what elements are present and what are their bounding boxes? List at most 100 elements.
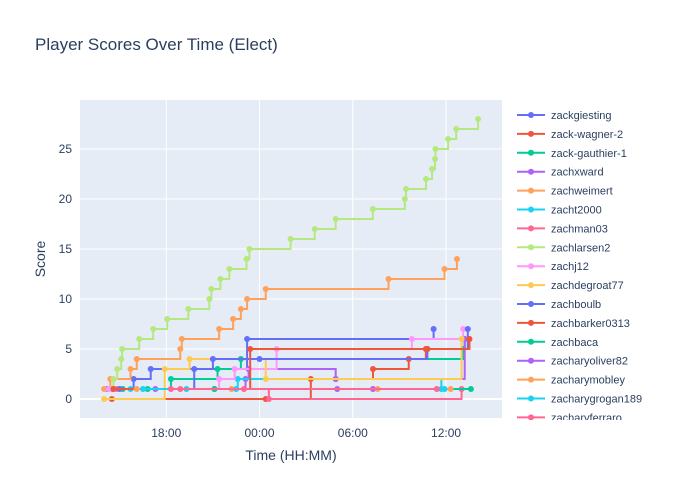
legend-item-zacht2000[interactable]: zacht2000 — [517, 205, 602, 217]
legend-marker-icon — [528, 376, 534, 383]
legend-item-zachxward[interactable]: zachxward — [517, 167, 604, 179]
data-point — [208, 286, 215, 292]
chart-title: Player Scores Over Time (Elect) — [35, 35, 278, 54]
data-point — [432, 146, 439, 152]
data-point — [445, 136, 452, 142]
legend-item-zachweimert[interactable]: zachweimert — [517, 186, 613, 198]
data-point — [402, 186, 409, 192]
legend-item-zack-wagner-2[interactable]: zack-wagner-2 — [517, 129, 623, 141]
legend-label: zachlarsen2 — [551, 242, 610, 254]
data-point — [186, 356, 193, 362]
legend-marker-icon — [528, 206, 534, 213]
data-point — [441, 266, 448, 272]
legend-item-zacharyferraro[interactable]: zacharyferraro — [517, 412, 622, 424]
y-tick-label: 15 — [59, 242, 73, 256]
legend-label: zachman03 — [551, 223, 608, 235]
data-point — [231, 366, 238, 372]
legend-label: zack-wagner-2 — [551, 129, 623, 141]
legend-item-zachj12[interactable]: zachj12 — [517, 261, 589, 273]
data-point — [447, 386, 454, 392]
legend-label: zack-gauthier-1 — [551, 148, 627, 160]
data-point — [369, 366, 376, 372]
data-point — [464, 326, 471, 332]
legend-marker-icon — [528, 112, 534, 118]
legend-marker-icon — [528, 395, 534, 402]
data-point — [217, 276, 224, 282]
data-point — [429, 166, 436, 172]
data-point — [246, 246, 253, 252]
y-tick-label: 10 — [59, 292, 73, 306]
data-point — [453, 256, 460, 262]
legend-item-zacharygrogan189[interactable]: zacharygrogan189 — [517, 394, 642, 406]
x-axis-label: Time (HH:MM) — [245, 447, 336, 463]
y-axis-label: Score — [32, 241, 48, 278]
data-point — [185, 306, 192, 312]
legend-item-zacharyoliver82[interactable]: zacharyoliver82 — [517, 356, 628, 368]
data-point — [458, 336, 465, 342]
data-point — [127, 366, 134, 372]
data-point — [136, 336, 143, 342]
series-group — [101, 116, 482, 402]
data-point — [430, 326, 437, 332]
y-tick-label: 20 — [59, 192, 73, 206]
legend-item-zachboulb[interactable]: zachboulb — [517, 299, 601, 311]
legend-label: zacharygrogan189 — [551, 394, 642, 406]
legend-label: zachboulb — [551, 299, 601, 311]
legend-item-zack-gauthier-1[interactable]: zack-gauthier-1 — [517, 148, 627, 160]
legend-item-zachman03[interactable]: zachman03 — [517, 223, 608, 235]
legend-label: zachxward — [551, 167, 604, 179]
data-point — [167, 386, 174, 392]
legend-marker-icon — [528, 282, 534, 289]
legend-marker-icon — [528, 338, 534, 345]
y-tick-label: 5 — [65, 342, 72, 356]
data-point — [226, 266, 233, 272]
data-point — [230, 316, 237, 322]
y-tick-label: 25 — [59, 142, 73, 156]
data-point — [441, 386, 448, 392]
legend-item-zachbaca[interactable]: zachbaca — [517, 337, 599, 349]
plot-area — [80, 100, 502, 418]
data-point — [237, 306, 244, 312]
data-point — [209, 356, 216, 362]
data-point — [164, 316, 171, 322]
data-point — [119, 346, 126, 352]
series-zachweimert — [101, 256, 460, 392]
data-point — [453, 126, 460, 132]
data-point — [130, 376, 137, 382]
legend-marker-icon — [528, 301, 534, 307]
x-tick-label: 00:00 — [245, 426, 275, 440]
series-zacharyferraro — [167, 386, 440, 392]
data-point — [466, 336, 473, 342]
data-point — [216, 326, 223, 332]
legend-item-zackgiesting[interactable]: zackgiesting — [517, 110, 612, 122]
data-point — [332, 216, 339, 222]
legend-item-zacharymobley[interactable]: zacharymobley — [517, 375, 625, 387]
legend[interactable]: zackgiesting zack-wagner-2 zack-gauthier-1… — [517, 110, 642, 424]
legend-item-zachlarsen2[interactable]: zachlarsen2 — [517, 242, 610, 254]
data-point — [401, 196, 408, 202]
data-point — [147, 366, 154, 372]
legend-label: zacharymobley — [551, 375, 625, 387]
legend-item-zachbarker0313[interactable]: zachbarker0313 — [517, 318, 630, 330]
data-point — [422, 176, 429, 182]
data-point — [101, 396, 108, 402]
legend-label: zachbaca — [551, 337, 599, 349]
series-zachj12 — [105, 326, 467, 392]
legend-marker-icon — [528, 149, 534, 156]
data-point — [369, 206, 376, 212]
legend-item-zachdegroat77[interactable]: zachdegroat77 — [517, 280, 624, 292]
legend-label: zacharyferraro — [551, 412, 622, 424]
x-tick-label: 18:00 — [151, 426, 181, 440]
legend-label: zacharyoliver82 — [551, 356, 628, 368]
data-point — [110, 376, 117, 382]
legend-marker-icon — [528, 357, 534, 364]
legend-label: zacht2000 — [551, 205, 602, 217]
data-point — [110, 386, 117, 392]
x-tick-label: 06:00 — [338, 426, 368, 440]
data-point — [101, 386, 108, 392]
legend-label: zachweimert — [551, 186, 613, 198]
series-zachlarsen2 — [107, 116, 482, 392]
x-tick-label: 12:00 — [431, 426, 461, 440]
